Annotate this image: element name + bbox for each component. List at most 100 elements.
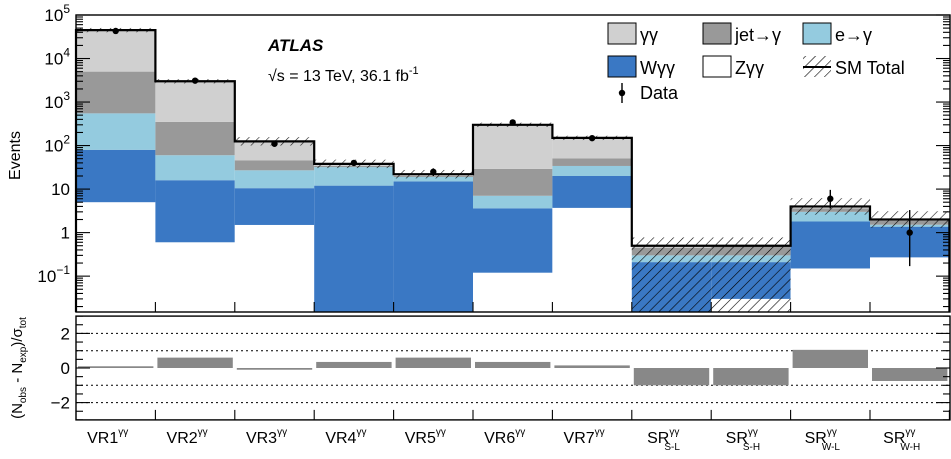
ratio-ylabel-part: - N <box>9 363 26 387</box>
ratio-bar-7 <box>634 368 709 385</box>
bar-2-1 <box>155 155 234 180</box>
bar-0-0 <box>76 202 155 312</box>
bar-1-3 <box>314 186 393 312</box>
data-point-3 <box>351 160 357 166</box>
data-point-1 <box>192 77 198 83</box>
top-y-tick-exp: 4 <box>63 46 70 60</box>
top-y-tick-label-2: 103 <box>44 89 70 112</box>
x-label-sup: γγ <box>277 427 287 438</box>
x-label-1: VR2γγ <box>167 427 208 447</box>
data-point-4 <box>430 169 436 175</box>
sm-hatch-8 <box>711 237 790 312</box>
x-label-6: VR7γγ <box>564 427 605 447</box>
ratio-ylabel-sub: tot <box>18 317 29 328</box>
x-label-sub: S-H <box>743 442 760 453</box>
energy-lumi-text: √s = 13 TeV, 36.1 fb <box>268 68 409 85</box>
legend-label-0: γγ <box>640 25 658 45</box>
bar-3-1 <box>155 122 234 155</box>
bar-1-2 <box>235 188 314 225</box>
top-y-axis-label: Events <box>7 131 24 180</box>
x-label-sup: γγ <box>198 427 208 438</box>
legend-swatch-3 <box>608 56 636 77</box>
ratio-ylabel-part: )/σ <box>9 327 26 346</box>
energy-lumi-label: √s = 13 TeV, 36.1 fb-1 <box>268 65 419 85</box>
x-label-main: VR3 <box>246 430 277 447</box>
ratio-ylabel-part: (N <box>9 403 26 419</box>
top-y-tick-label-4: 10 <box>51 180 70 199</box>
legend-label-3: Wγγ <box>640 58 675 78</box>
top-y-tick-base: 10 <box>44 50 63 69</box>
ratio-bar-3 <box>316 362 391 368</box>
x-label-sup: γγ <box>118 427 128 438</box>
legend-label-6: Data <box>640 83 679 103</box>
x-label-main: VR7 <box>564 430 595 447</box>
top-y-tick-base: 10 <box>37 267 56 286</box>
ratio-y-tick-label-1: 0 <box>61 359 70 378</box>
ratio-ylabel-sub: exp <box>18 346 29 363</box>
top-y-tick-exp: 5 <box>63 2 70 16</box>
bar-0-5 <box>473 273 552 312</box>
ratio-bar-2 <box>237 368 312 370</box>
data-point-0 <box>113 28 119 34</box>
x-label-sup: γγ <box>827 427 837 438</box>
top-y-tick-base: 10 <box>44 6 63 25</box>
x-label-sup: γγ <box>748 427 758 438</box>
sm-hatch-7 <box>632 237 711 312</box>
x-label-3: VR4γγ <box>325 427 366 447</box>
x-label-sub: W-L <box>822 442 841 453</box>
bar-4-5 <box>473 125 552 169</box>
top-y-tick-label-5: 1 <box>61 224 70 243</box>
x-label-sup: γγ <box>669 427 679 438</box>
top-y-tick-base: 1 <box>61 224 70 243</box>
legend-swatch-0 <box>608 23 636 44</box>
legend-label-1: jet→γ <box>734 25 781 45</box>
x-label-sup: γγ <box>356 427 366 438</box>
x-label-sub: S-L <box>664 442 680 453</box>
data-point-5 <box>510 119 516 125</box>
atlas-annotation: ATLAS √s = 13 TeV, 36.1 fb-1 <box>267 36 419 85</box>
bar-0-1 <box>155 242 234 312</box>
x-label-sup: γγ <box>595 427 605 438</box>
bar-1-5 <box>473 208 552 272</box>
x-label-main: VR6 <box>484 430 515 447</box>
top-y-tick-label-3: 102 <box>44 133 70 156</box>
bar-4-0 <box>76 30 155 72</box>
energy-lumi-exp: -1 <box>409 65 419 77</box>
x-label-sup: γγ <box>905 427 915 438</box>
x-label-sub: W-H <box>900 442 920 453</box>
legend-swatch-1 <box>703 23 731 44</box>
top-y-tick-label-1: 104 <box>44 46 70 69</box>
bar-3-6 <box>552 158 631 166</box>
bar-2-5 <box>473 196 552 209</box>
x-label-main: VR2 <box>167 430 198 447</box>
atlas-label: ATLAS <box>267 36 324 55</box>
ratio-bar-9 <box>793 350 868 368</box>
legend-label-2: e→γ <box>835 25 872 45</box>
bar-4-1 <box>155 81 234 122</box>
ratio-panel: 20−2(Nobs - Nexp)/σtot <box>9 302 950 420</box>
ratio-bar-5 <box>475 362 550 368</box>
ratio-bar-4 <box>396 358 471 368</box>
x-label-main: VR1 <box>87 430 118 447</box>
x-label-0: VR1γγ <box>87 427 128 447</box>
bar-2-6 <box>552 166 631 176</box>
ratio-y-axis-label: (Nobs - Nexp)/σtot <box>9 317 29 419</box>
top-y-tick-exp: −1 <box>56 263 70 277</box>
x-label-main: VR4 <box>325 430 356 447</box>
ratio-bar-8 <box>713 368 788 385</box>
bar-2-0 <box>76 113 155 149</box>
x-label-5: VR6γγ <box>484 427 525 447</box>
bar-1-9 <box>791 222 870 269</box>
bar-1-0 <box>76 150 155 202</box>
bar-0-9 <box>791 268 870 312</box>
x-label-sup: γγ <box>515 427 525 438</box>
bar-1-1 <box>155 180 234 242</box>
legend-swatch-4 <box>703 56 731 77</box>
legend-label-5: SM Total <box>835 58 905 78</box>
